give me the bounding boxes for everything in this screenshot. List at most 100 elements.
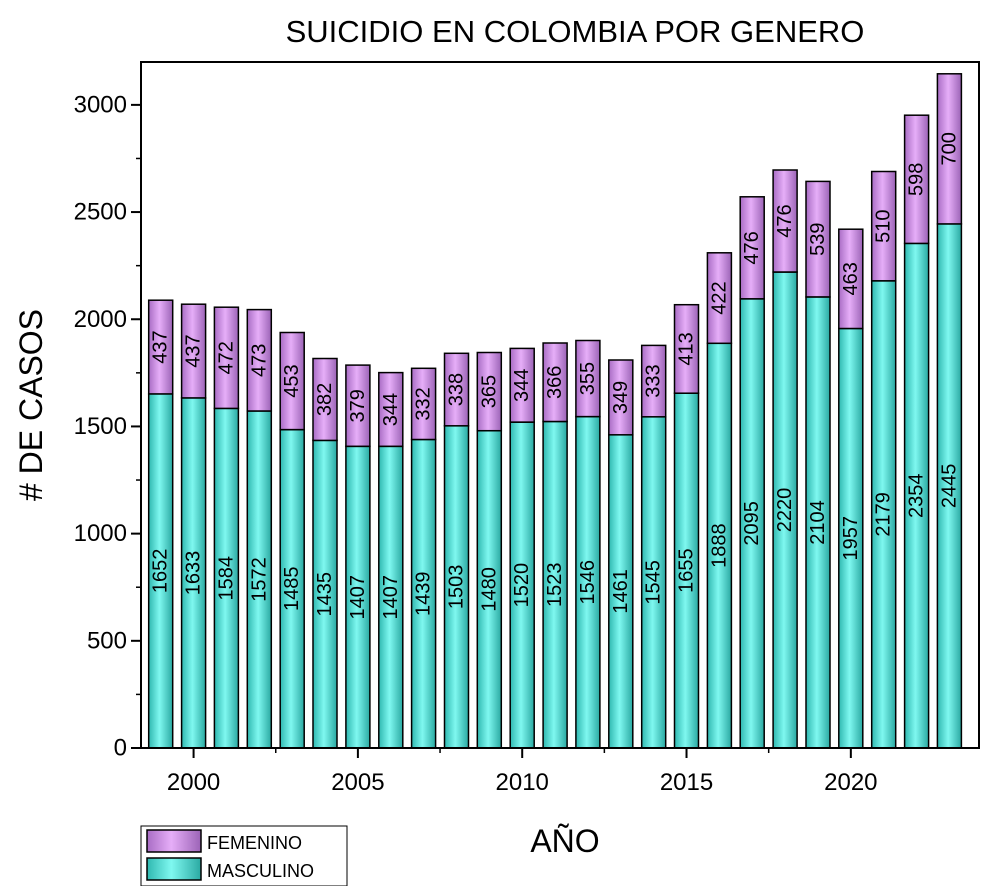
data-label-femenino-2005: 379 — [347, 389, 369, 422]
bar-femenino-2012 — [575, 339, 601, 418]
data-label-femenino-2023: 700 — [938, 132, 960, 165]
bar-femenino-2008 — [443, 352, 470, 427]
data-label-masculino-2021: 2179 — [873, 492, 895, 537]
bar-masculino-1999 — [147, 393, 174, 749]
legend: FEMENINO MASCULINO — [140, 825, 348, 886]
bar-femenino-2019 — [805, 180, 831, 298]
bar-femenino-2020 — [838, 228, 864, 330]
bar-masculino-2021 — [870, 280, 897, 749]
bar-femenino-2005 — [345, 364, 371, 448]
data-label-masculino-2000: 1633 — [183, 551, 205, 596]
data-label-femenino-2013: 349 — [610, 381, 632, 414]
y-tick-label-1000: 1000 — [74, 520, 127, 547]
bar-femenino-2018 — [772, 169, 798, 273]
bar-femenino-2004 — [312, 357, 338, 442]
data-label-masculino-2011: 1523 — [544, 563, 566, 608]
legend-label-masculino: MASCULINO — [207, 861, 314, 881]
data-label-femenino-2017: 476 — [741, 231, 763, 264]
data-label-femenino-2012: 355 — [577, 362, 599, 395]
bar-femenino-1999 — [147, 299, 174, 395]
bar-masculino-2010 — [509, 421, 535, 749]
data-label-masculino-2008: 1503 — [446, 565, 468, 610]
legend-frame — [140, 825, 348, 886]
bar-femenino-2002 — [246, 308, 273, 412]
data-label-femenino-2014: 333 — [643, 364, 665, 397]
data-label-masculino-2016: 1888 — [708, 523, 730, 568]
data-label-masculino-2022: 2354 — [906, 473, 928, 518]
data-label-masculino-2005: 1407 — [347, 575, 369, 620]
data-label-femenino-2021: 510 — [873, 210, 895, 243]
data-label-masculino-1999: 1652 — [150, 549, 172, 594]
data-label-femenino-2016: 422 — [708, 281, 730, 314]
x-tick-label-2010: 2010 — [496, 769, 549, 796]
bar-masculino-2013 — [608, 434, 634, 749]
bar-masculino-2004 — [312, 439, 338, 749]
data-label-femenino-2020: 463 — [840, 262, 862, 295]
data-label-masculino-2019: 2104 — [807, 500, 829, 545]
bar-masculino-2023 — [936, 223, 963, 749]
bar-femenino-2001 — [213, 306, 240, 410]
bar-femenino-2014 — [640, 344, 667, 418]
legend-swatch-femenino — [146, 829, 202, 853]
data-label-masculino-2007: 1439 — [413, 572, 435, 617]
bar-femenino-2011 — [542, 342, 568, 423]
chart-title: SUICIDIO EN COLOMBIA POR GENERO — [286, 14, 865, 49]
data-label-femenino-2001: 472 — [215, 341, 237, 374]
data-label-femenino-2011: 366 — [544, 366, 566, 399]
bar-femenino-2013 — [608, 359, 634, 436]
y-tick-label-2500: 2500 — [74, 199, 127, 226]
bar-femenino-2000 — [180, 303, 207, 399]
y-tick-label-3000: 3000 — [74, 91, 127, 118]
x-tick-label-2015: 2015 — [660, 769, 713, 796]
x-axis: 2000 2005 2010 2015 2020 — [167, 748, 878, 796]
data-label-femenino-1999: 437 — [150, 330, 172, 363]
data-label-femenino-2006: 344 — [380, 393, 402, 426]
data-label-masculino-2009: 1480 — [478, 567, 500, 612]
data-label-masculino-2020: 1957 — [840, 516, 862, 561]
data-label-masculino-2010: 1520 — [511, 563, 533, 608]
y-axis: 0 500 1000 1500 2000 2500 3000 — [74, 91, 141, 762]
data-label-femenino-2003: 453 — [281, 364, 303, 397]
bar-masculino-2022 — [903, 242, 930, 749]
data-label-femenino-2019: 539 — [807, 223, 829, 256]
data-label-femenino-2018: 476 — [774, 204, 796, 237]
x-tick-label-2000: 2000 — [167, 769, 220, 796]
data-label-femenino-2004: 382 — [314, 383, 336, 416]
legend-label-femenino: FEMENINO — [207, 833, 302, 853]
bar-femenino-2016 — [706, 252, 733, 345]
y-tick-label-500: 500 — [87, 627, 127, 654]
data-label-masculino-2006: 1407 — [380, 575, 402, 620]
data-label-femenino-2007: 332 — [413, 387, 435, 420]
y-tick-label-1500: 1500 — [74, 413, 127, 440]
data-label-femenino-2015: 413 — [676, 332, 698, 365]
legend-item-femenino: FEMENINO — [146, 829, 302, 853]
data-label-masculino-2014: 1545 — [643, 560, 665, 605]
bar-femenino-2003 — [279, 331, 305, 431]
bar-femenino-2006 — [378, 371, 404, 448]
x-tick-label-2005: 2005 — [331, 769, 384, 796]
bar-masculino-2008 — [443, 425, 470, 749]
data-label-masculino-2018: 2220 — [774, 488, 796, 533]
data-label-masculino-2012: 1546 — [577, 560, 599, 605]
data-label-femenino-2010: 344 — [511, 369, 533, 402]
plot-frame — [140, 61, 980, 749]
bar-masculino-2012 — [575, 415, 601, 749]
data-label-femenino-2000: 437 — [183, 334, 205, 367]
data-label-masculino-2015: 1655 — [676, 548, 698, 593]
legend-item-masculino: MASCULINO — [146, 857, 314, 881]
bar-femenino-2021 — [870, 170, 897, 282]
data-label-masculino-2013: 1461 — [610, 569, 632, 614]
data-label-masculino-2017: 2095 — [741, 501, 763, 546]
bars-layer — [147, 73, 963, 749]
data-label-masculino-2023: 2445 — [938, 464, 960, 509]
data-label-masculino-2001: 1584 — [215, 556, 237, 601]
data-label-femenino-2022: 598 — [906, 163, 928, 196]
data-label-femenino-2008: 338 — [446, 373, 468, 406]
bar-femenino-2007 — [410, 367, 437, 441]
x-axis-title: AÑO — [530, 823, 599, 859]
x-tick-label-2020: 2020 — [824, 769, 877, 796]
bar-femenino-2022 — [903, 114, 930, 245]
data-label-masculino-2002: 1572 — [248, 557, 270, 602]
bar-labels-layer: 1652 437 1633 437 1584 472 1572 473 1485 453 1435 3… — [150, 132, 961, 619]
